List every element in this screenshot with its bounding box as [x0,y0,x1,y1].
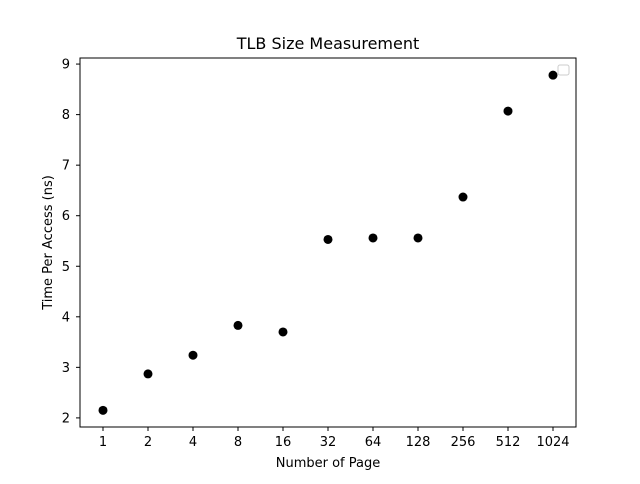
y-tick-label: 9 [62,58,70,73]
data-point [188,350,198,360]
y-tick-label: 6 [62,209,70,224]
x-axis-label: Number of Page [276,456,381,471]
data-points [98,70,558,415]
data-point [368,233,378,243]
x-tick-label: 64 [365,435,382,450]
data-point [143,369,153,379]
x-tick-label: 4 [189,435,197,450]
x-tick-label: 256 [451,435,476,450]
x-tick-label: 1 [99,435,107,450]
y-tick-label: 8 [62,108,70,123]
x-tick-label: 32 [320,435,337,450]
x-tick-label: 512 [496,435,521,450]
data-point [233,320,243,330]
data-point [413,233,423,243]
x-tick-label: 128 [406,435,431,450]
x-tick-label: 8 [234,435,242,450]
data-point [278,327,288,337]
y-tick-label: 4 [62,310,70,325]
x-tick-label: 16 [275,435,292,450]
data-point [323,234,333,244]
x-tick-label: 2 [144,435,152,450]
x-tick-label: 1024 [536,435,569,450]
y-tick-label: 2 [62,411,70,426]
chart-title: TLB Size Measurement [236,34,420,53]
y-tick-label: 5 [62,260,70,275]
data-point [503,106,513,116]
data-point [548,70,558,80]
legend-box [557,64,570,76]
y-tick-label: 7 [62,159,70,174]
y-tick-label: 3 [62,361,70,376]
y-axis-label: Time Per Access (ns) [41,175,56,311]
x-axis-ticks: 1 2 4 8 16 32 64 128 256 512 1024 [99,427,570,450]
y-axis-ticks: 2 3 4 5 6 7 8 9 [62,58,80,426]
data-point [98,405,108,415]
data-point [458,192,468,202]
